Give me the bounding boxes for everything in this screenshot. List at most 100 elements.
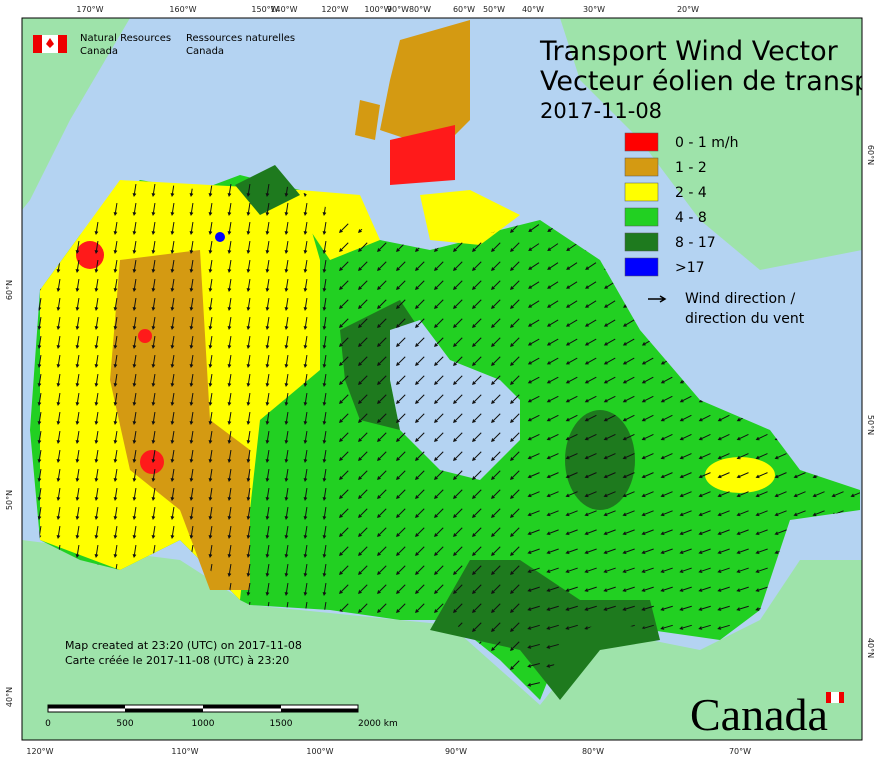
wind-arrow [453,299,463,309]
wind-arrow [113,430,118,444]
wind-arrow [94,221,99,235]
wind-arrow [453,603,463,613]
wind-arrow [584,319,597,327]
wind-arrow [527,453,540,460]
wind-arrow [527,376,540,384]
wind-arrow [284,278,289,292]
wind-arrow [491,584,501,594]
wind-arrow [698,548,711,554]
wind-arrow [641,395,654,403]
wind-arrow [170,297,175,311]
wind-arrow [584,567,597,573]
wind-arrow [246,259,251,273]
flag-field [831,692,839,703]
wind-arrow [755,567,768,573]
wind-arrow [453,584,463,594]
wind-arrow [641,472,654,479]
wind-arrow [603,605,616,611]
wind-arrow [227,202,232,216]
wind-arrow [113,411,118,425]
wind-arrow [546,605,559,611]
wind-arrow [284,487,289,501]
wind-arrow [396,356,406,366]
wind-arrow [736,548,749,554]
lon-label: 80°W [409,5,431,14]
wind-arrow [339,299,349,309]
wind-arrow [453,470,463,480]
wind-arrow [75,373,80,387]
zone-0-1 [76,241,104,269]
wind-arrow [358,394,368,404]
wind-arrow [113,449,118,463]
wind-arrow [641,529,654,536]
wind-arrow [75,411,80,425]
frame [21,17,863,741]
russia [22,18,130,210]
wind-arrow [358,242,368,252]
wind-arrow [189,354,194,368]
wind-arrow [132,468,137,482]
wind-arrow [75,544,80,558]
wind-arrow [189,240,194,254]
lat-label: 40°N [866,638,875,658]
wind-arrow [546,643,559,649]
wind-arrow [265,506,270,520]
wind-arrow [584,491,597,498]
wind-arrow [641,491,654,498]
lon-label: 80°W [582,747,604,756]
wind-arrow [679,605,692,611]
wind-arrow [679,414,692,422]
wind-arrow [246,563,251,577]
wind-arrow [584,529,597,536]
wind-arrow [339,375,349,385]
maple-leaf [46,38,54,48]
scale-label: 500 [116,719,133,729]
wind-arrow [151,221,156,235]
wind-arrow [774,472,787,479]
wind-arrow [246,411,251,425]
wind-arrow [566,243,578,251]
wind-arrow [265,316,270,330]
wind-arrow [472,337,482,347]
wind-arrow [736,510,749,517]
wind-arrow [132,259,137,273]
wind-arrow [37,316,42,330]
wind-arrow [717,586,730,592]
wind-arrow [510,603,520,613]
wind-arrow [453,280,463,290]
wind-arrow [56,316,61,330]
wind-arrow [641,414,654,422]
wind-arrow [622,376,635,384]
wind-arrow [151,506,156,520]
wind-arrow [377,375,387,385]
wind-arrow [565,357,578,365]
wind-arrow [37,449,42,463]
scale-segment [125,708,203,712]
zone-8-17 [565,410,635,510]
wind-arrow [37,430,42,444]
wind-arrow [774,529,787,536]
wind-arrow [396,451,406,461]
legend-label: 0 - 1 m/h [675,135,738,151]
wind-arrow [527,510,540,517]
wind-arrow [113,468,118,482]
agency-logo: Natural Resources Canada Ressources natu… [33,33,295,57]
wind-arrow [679,624,692,630]
wind-arrow [284,259,289,273]
wind-arrow [622,529,635,536]
wind-arrow [94,335,99,349]
wind-arrow [415,337,425,347]
wind-arrow [132,430,137,444]
legend-arrow [648,295,667,303]
wind-arrow [377,261,387,271]
wind-arrow [546,567,559,573]
wind-arrow [396,261,406,271]
wind-arrow [358,584,368,594]
wind-arrow [132,411,137,425]
wind-arrow [56,506,61,520]
wind-arrow [37,335,42,349]
wind-arrow [265,468,270,482]
wind-arrow [717,548,730,554]
wind-arrow [94,392,99,406]
wind-arrow [170,259,175,273]
